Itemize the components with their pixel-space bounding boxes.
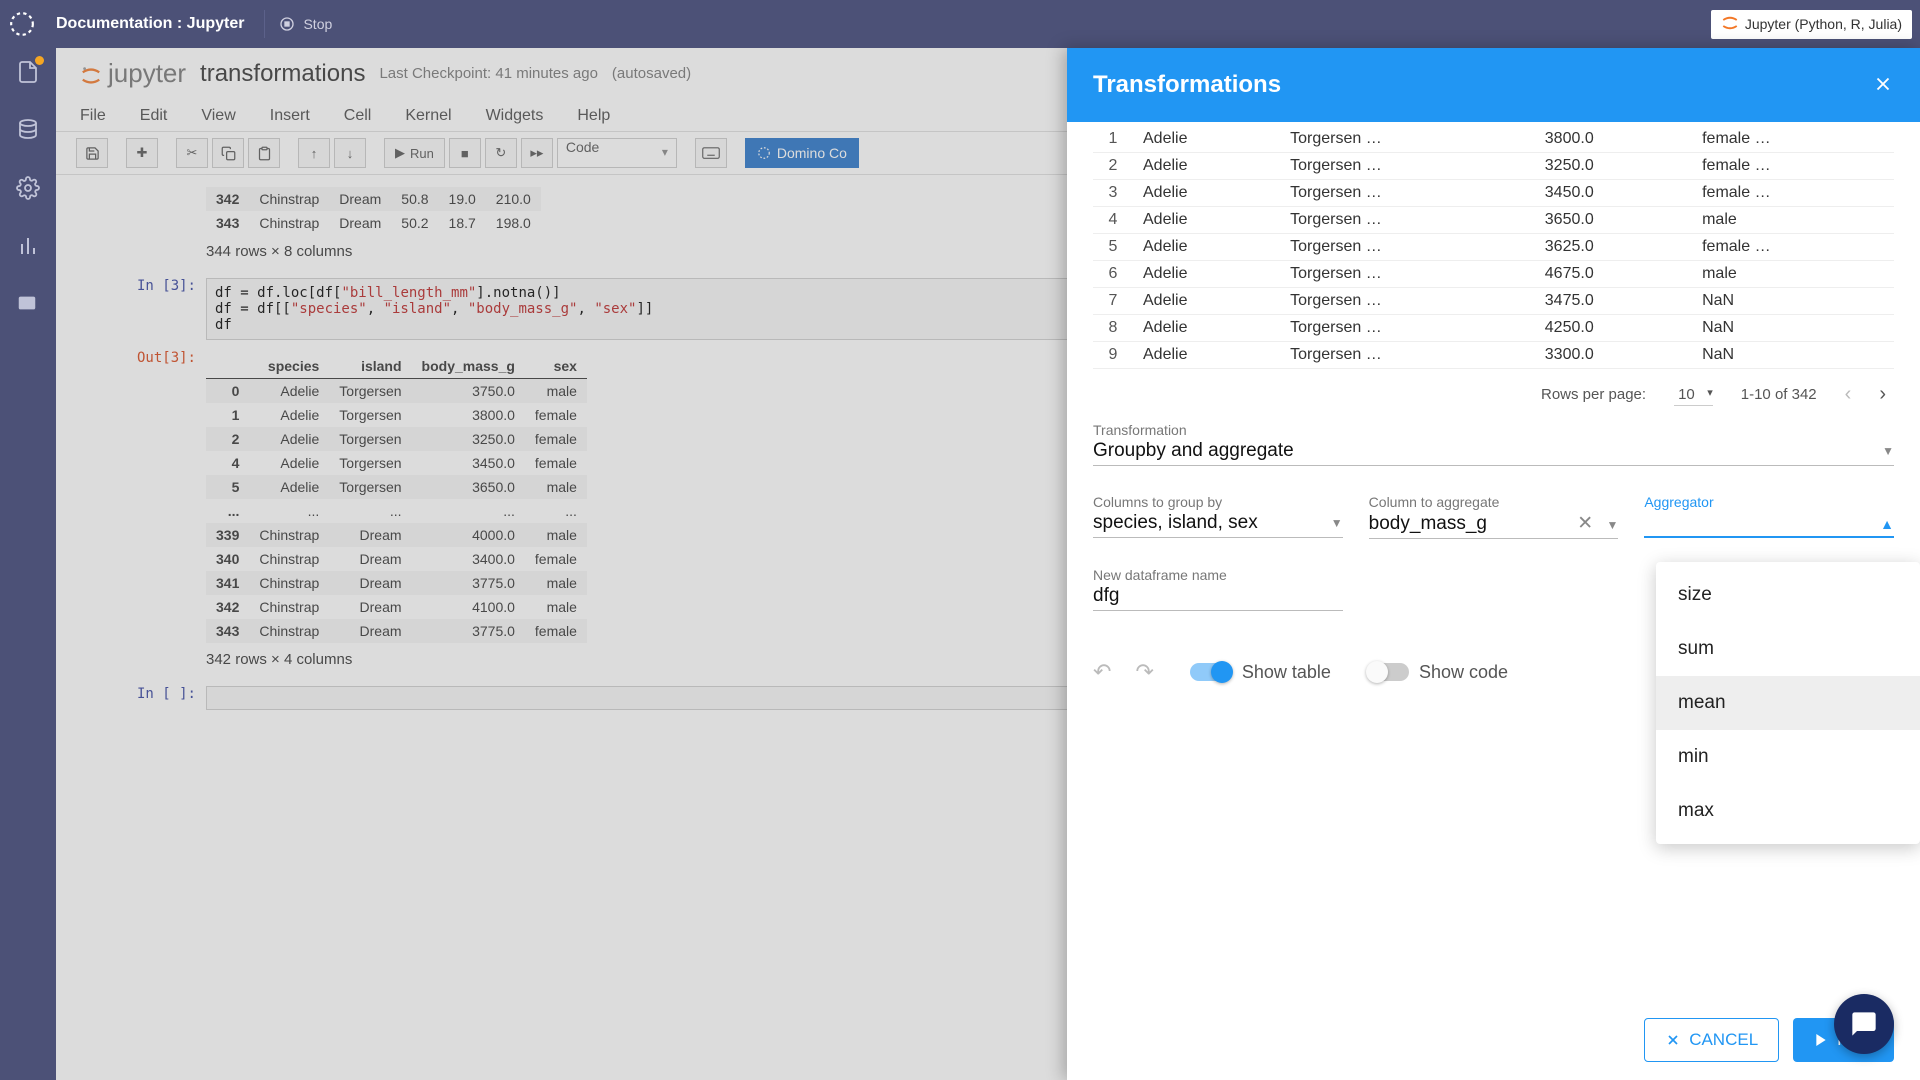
panel-title: Transformations bbox=[1093, 71, 1281, 99]
settings-icon[interactable] bbox=[16, 176, 40, 200]
topbar: Documentation : Jupyter Stop Jupyter (Py… bbox=[0, 0, 1920, 48]
table-row[interactable]: 7AdelieTorgersen …3475.0NaN bbox=[1093, 288, 1894, 315]
chevron-up-icon: ▲ bbox=[1880, 516, 1894, 532]
col-agg-label: Column to aggregate bbox=[1369, 494, 1619, 510]
chevron-down-icon: ▼ bbox=[1882, 444, 1894, 458]
database-icon[interactable] bbox=[16, 118, 40, 142]
chart-icon[interactable] bbox=[16, 234, 40, 258]
prev-page-icon[interactable]: ‹ bbox=[1845, 383, 1852, 406]
stop-button[interactable]: Stop bbox=[264, 10, 346, 38]
new-df-input[interactable]: dfg bbox=[1093, 585, 1343, 611]
pager: Rows per page: 10 1-10 of 342 ‹ › bbox=[1093, 369, 1894, 416]
rows-per-page-label: Rows per page: bbox=[1541, 386, 1646, 403]
card-icon[interactable] bbox=[16, 292, 40, 316]
left-sidebar bbox=[0, 48, 56, 1080]
cols-group-select[interactable]: species, island, sex ▼ bbox=[1093, 512, 1343, 538]
undo-icon[interactable]: ↶ bbox=[1093, 659, 1111, 685]
chevron-down-icon: ▼ bbox=[1606, 518, 1618, 532]
clear-icon[interactable]: ✕ bbox=[1577, 513, 1593, 534]
stop-icon bbox=[279, 16, 295, 32]
chat-fab[interactable] bbox=[1834, 994, 1894, 1054]
show-code-label: Show code bbox=[1419, 662, 1508, 683]
kernel-badge[interactable]: Jupyter (Python, R, Julia) bbox=[1711, 10, 1912, 39]
table-row[interactable]: 9AdelieTorgersen …3300.0NaN bbox=[1093, 342, 1894, 369]
transformation-label: Transformation bbox=[1093, 422, 1894, 438]
table-row[interactable]: 1AdelieTorgersen …3800.0female … bbox=[1093, 126, 1894, 153]
aggregator-option-max[interactable]: max bbox=[1656, 784, 1920, 838]
breadcrumb: Documentation : Jupyter bbox=[44, 15, 256, 33]
play-icon bbox=[1813, 1032, 1829, 1048]
cancel-button[interactable]: CANCEL bbox=[1644, 1018, 1779, 1062]
table-row[interactable]: 2AdelieTorgersen …3250.0female … bbox=[1093, 153, 1894, 180]
app-logo-icon[interactable] bbox=[8, 10, 36, 38]
aggregator-option-min[interactable]: min bbox=[1656, 730, 1920, 784]
transformation-select[interactable]: Groupby and aggregate ▼ bbox=[1093, 440, 1894, 466]
rows-per-page-select[interactable]: 10 bbox=[1674, 384, 1713, 406]
aggregator-select[interactable]: ▲ bbox=[1644, 512, 1894, 538]
show-table-label: Show table bbox=[1242, 662, 1331, 683]
files-icon[interactable] bbox=[16, 60, 40, 84]
table-row[interactable]: 8AdelieTorgersen …4250.0NaN bbox=[1093, 315, 1894, 342]
table-row[interactable]: 6AdelieTorgersen …4675.0male bbox=[1093, 261, 1894, 288]
close-icon bbox=[1665, 1032, 1681, 1048]
table-row[interactable]: 4AdelieTorgersen …3650.0male bbox=[1093, 207, 1894, 234]
aggregator-option-sum[interactable]: sum bbox=[1656, 622, 1920, 676]
show-table-toggle[interactable] bbox=[1190, 663, 1232, 681]
new-df-label: New dataframe name bbox=[1093, 567, 1343, 583]
show-code-toggle[interactable] bbox=[1367, 663, 1409, 681]
topbar-left: Documentation : Jupyter Stop bbox=[8, 10, 346, 38]
preview-table: 1AdelieTorgersen …3800.0female …2AdelieT… bbox=[1093, 126, 1894, 369]
redo-icon[interactable]: ↷ bbox=[1135, 659, 1153, 685]
cols-group-label: Columns to group by bbox=[1093, 494, 1343, 510]
next-page-icon[interactable]: › bbox=[1879, 383, 1886, 406]
page-range: 1-10 of 342 bbox=[1741, 386, 1817, 403]
table-row[interactable]: 5AdelieTorgersen …3625.0female … bbox=[1093, 234, 1894, 261]
aggregator-label: Aggregator bbox=[1644, 494, 1894, 510]
aggregator-option-mean[interactable]: mean bbox=[1656, 676, 1920, 730]
table-row[interactable]: 3AdelieTorgersen …3450.0female … bbox=[1093, 180, 1894, 207]
transformations-panel: Transformations 1AdelieTorgersen …3800.0… bbox=[1067, 48, 1920, 1080]
chevron-down-icon: ▼ bbox=[1331, 516, 1343, 530]
col-agg-select[interactable]: body_mass_g ✕ ▼ bbox=[1369, 512, 1619, 539]
close-icon[interactable] bbox=[1872, 73, 1894, 98]
jupyter-icon bbox=[1721, 14, 1739, 35]
aggregator-option-size[interactable]: size bbox=[1656, 568, 1920, 622]
aggregator-dropdown: sizesummeanminmax bbox=[1656, 562, 1920, 844]
